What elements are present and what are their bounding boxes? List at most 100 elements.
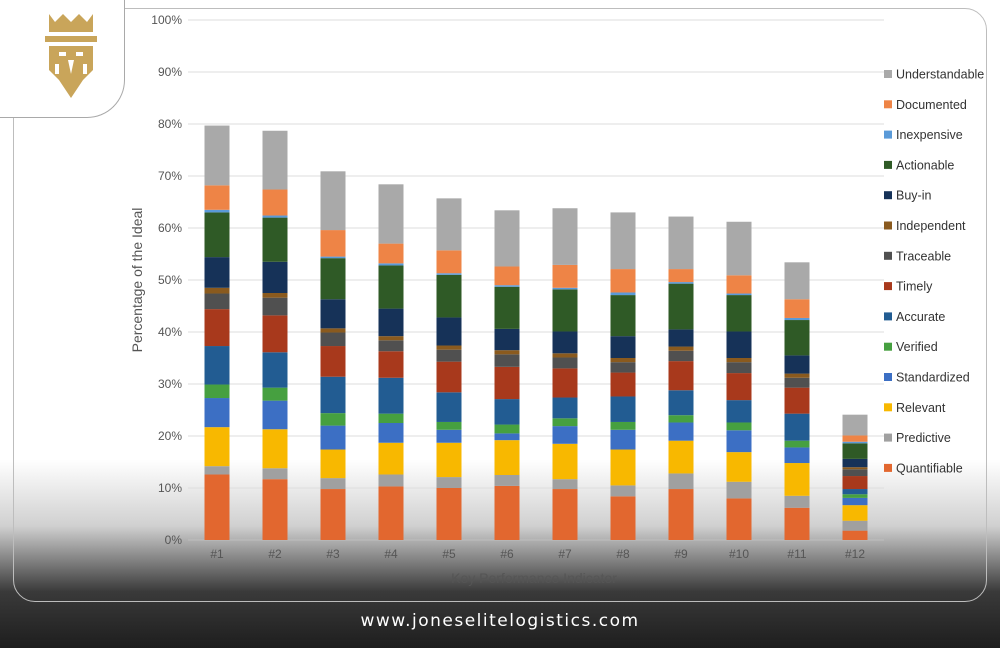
bar-segment: [842, 414, 868, 436]
y-tick-label: 30%: [158, 377, 182, 391]
bar-segment: [320, 376, 346, 414]
bar-segment: [378, 340, 404, 352]
y-tick-label: 70%: [158, 169, 182, 183]
bar-segment: [494, 399, 520, 425]
bar-segment: [378, 184, 404, 244]
legend-swatch: [884, 463, 892, 472]
bar-segment: [552, 368, 578, 398]
bar-segment: [262, 400, 288, 430]
bar-segment: [668, 329, 694, 347]
legend-label: Independent: [896, 219, 966, 233]
bar-segment: [784, 320, 810, 356]
bar-segment: [204, 125, 230, 186]
bar-segment: [494, 366, 520, 400]
y-tick-label: 60%: [158, 221, 182, 235]
bar-segment: [436, 488, 462, 540]
bar-segment: [494, 440, 520, 475]
legend-swatch: [884, 403, 892, 412]
bar-segment: [610, 429, 636, 450]
legend-swatch: [884, 70, 892, 78]
legend-label: Inexpensive: [896, 128, 963, 142]
legend-item: Accurate: [884, 310, 945, 324]
legend-item: Buy-in: [884, 189, 931, 203]
bar-segment: [784, 317, 810, 321]
legend-label: Documented: [896, 98, 967, 112]
bar-segment: [436, 274, 462, 318]
x-tick-label: #10: [729, 547, 749, 561]
y-tick-label: 90%: [158, 65, 182, 79]
bar-segment: [610, 295, 636, 337]
bar-segment: [842, 520, 868, 531]
legend-label: Accurate: [896, 310, 945, 324]
bar-segment: [726, 331, 752, 358]
bar-segment: [262, 215, 288, 218]
legend-label: Relevant: [896, 401, 946, 415]
bar-segment: [552, 353, 578, 358]
bar-segment: [726, 295, 752, 332]
bar-segment: [262, 479, 288, 540]
legend-item: Understandable: [884, 68, 984, 82]
y-axis-title: Percentage of the Ideal: [129, 208, 145, 353]
legend-swatch: [884, 342, 892, 351]
bar-segment: [726, 293, 752, 296]
legend-swatch: [884, 130, 892, 139]
bar-segment: [262, 130, 288, 190]
bar-segment: [436, 349, 462, 362]
bar-segment: [320, 413, 346, 426]
bar-segment: [262, 293, 288, 298]
bar-segment: [320, 425, 346, 450]
website-url[interactable]: www.joneselitelogistics.com: [360, 611, 640, 631]
legend-swatch: [884, 191, 892, 200]
bar-segment: [784, 377, 810, 388]
bar-segment: [668, 489, 694, 540]
legend-item: Traceable: [884, 249, 951, 263]
bar-segment: [842, 530, 868, 540]
legend-item: Predictive: [884, 431, 951, 445]
bar-segment: [378, 423, 404, 443]
bar-segment: [436, 361, 462, 393]
y-tick-label: 100%: [151, 13, 182, 27]
bar-segment: [204, 384, 230, 399]
bar-segment: [842, 469, 868, 477]
legend-label: Buy-in: [896, 189, 931, 203]
bar-segment: [204, 209, 230, 213]
bar-segment: [436, 250, 462, 274]
bar-segment: [552, 331, 578, 354]
bar-segment: [784, 495, 810, 508]
bar-segment: [436, 421, 462, 430]
bar-segment: [436, 442, 462, 478]
legend-item: Timely: [884, 280, 933, 294]
bar-segment: [378, 265, 404, 309]
y-tick-label: 40%: [158, 325, 182, 339]
bar-segment: [320, 256, 346, 259]
y-tick-label: 20%: [158, 429, 182, 443]
grid-lines: [188, 19, 884, 541]
bar-segment: [262, 189, 288, 216]
bar-segment: [552, 479, 578, 490]
bar-segment: [262, 429, 288, 469]
bar-segment: [610, 336, 636, 358]
bar-segment: [436, 273, 462, 275]
bar-segment: [378, 336, 404, 341]
bar-segment: [494, 433, 520, 441]
lion-crown-logo-icon: [45, 14, 97, 98]
bar-segment: [726, 481, 752, 499]
legend-swatch: [884, 373, 892, 381]
legend-label: Standardized: [896, 371, 970, 385]
bar-segment: [552, 489, 578, 540]
legend-swatch: [884, 160, 892, 169]
bar-segment: [784, 355, 810, 374]
bar-segment: [842, 441, 868, 444]
bar-segment: [784, 463, 810, 496]
y-tick-label: 10%: [158, 481, 182, 495]
bar-segment: [436, 392, 462, 422]
bar-segment: [784, 413, 810, 441]
legend-item: Actionable: [884, 158, 954, 172]
x-axis-ticks: #1 #2 #3 #4 #5 #6 #7 #8 #9 #10 #11 #12: [210, 547, 865, 561]
bar-segment: [842, 476, 868, 490]
bar-segment: [610, 292, 636, 296]
bar-segment: [726, 400, 752, 423]
x-axis-title: Key Performance Indicator: [451, 570, 617, 586]
y-tick-label: 80%: [158, 117, 182, 131]
bar-segment: [378, 486, 404, 540]
